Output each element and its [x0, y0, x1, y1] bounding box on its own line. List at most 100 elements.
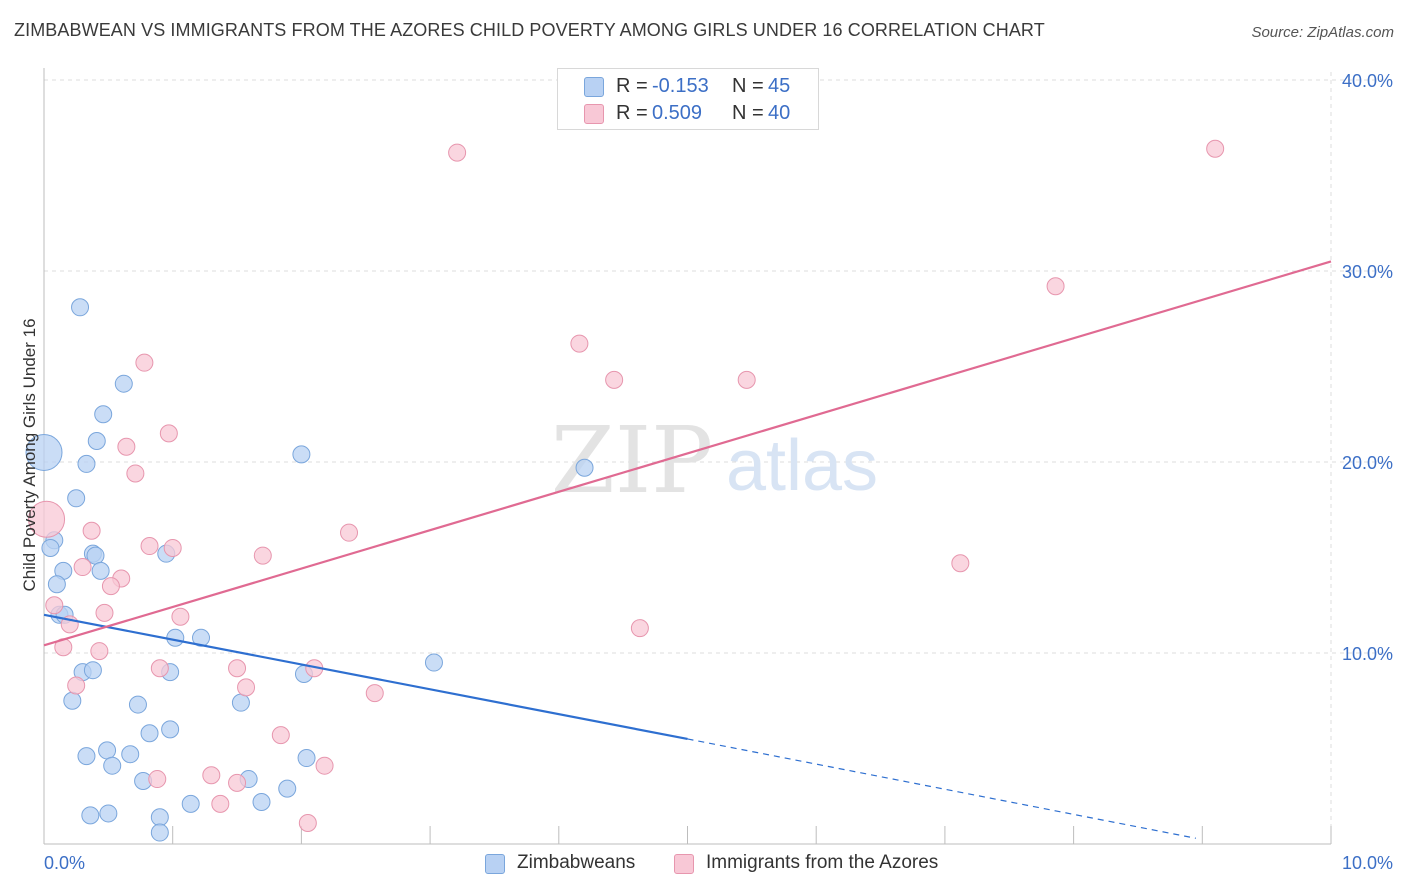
legend-swatch-pink	[674, 854, 694, 874]
zimbabwean-point	[77, 454, 96, 473]
azores-point	[140, 537, 159, 556]
zimbabwean-point	[150, 823, 169, 842]
zimbabwean-point	[424, 653, 443, 672]
azores-point	[211, 794, 230, 813]
axes	[43, 68, 1332, 845]
zimbabwean-point	[71, 298, 90, 317]
azores-point	[82, 521, 101, 540]
zimbabwean-point	[128, 695, 147, 714]
zimbabwean-point	[67, 489, 86, 508]
zimbabwean-trendline-extension	[687, 738, 1196, 839]
azores-point	[365, 684, 384, 703]
y-axis-label: Child Poverty Among Girls Under 16	[20, 318, 39, 592]
legend-label: Zimbabweans	[517, 852, 636, 873]
zimbabwean-point	[140, 724, 159, 743]
zimbabwean-point	[94, 405, 113, 424]
legend-swatch-blue	[584, 77, 604, 97]
legend-label: Immigrants from the Azores	[706, 852, 939, 873]
azores-point	[117, 437, 136, 456]
azores-point	[340, 523, 359, 542]
zimbabwean-trendline	[43, 613, 688, 741]
zimbabwean-point	[114, 374, 133, 393]
n-label: N =	[732, 102, 764, 124]
y-tick-label: 30.0%	[1342, 262, 1393, 282]
watermark: ZIP atlas	[551, 407, 878, 514]
trend-lines	[43, 260, 1332, 839]
azores-trendline	[43, 260, 1332, 647]
zimbabwean-point	[278, 779, 297, 798]
tick-labels: 10.0% 20.0% 30.0% 40.0% 0.0% 10.0%	[44, 71, 1393, 873]
zimbabwean-point	[63, 691, 82, 710]
n-value: 45	[768, 75, 791, 97]
azores-point	[228, 659, 247, 678]
azores-point	[101, 577, 120, 596]
legend-swatch-pink	[584, 104, 604, 124]
grid-lines	[44, 72, 1393, 844]
zimbabwean-point	[91, 561, 110, 580]
x-tick-label: 0.0%	[44, 853, 85, 873]
correlation-legend: R = -0.153 N = 45 R = 0.509 N = 40	[557, 68, 819, 130]
zimbabwean-point	[297, 749, 316, 768]
azores-point	[951, 554, 970, 573]
zimbabwean-point	[575, 458, 594, 477]
watermark-zip: ZIP	[551, 407, 713, 514]
y-tick-label: 40.0%	[1342, 71, 1393, 91]
azores-point	[605, 370, 624, 389]
azores-point	[135, 353, 154, 372]
zimbabwean-point	[41, 538, 60, 557]
azores-point	[630, 619, 649, 638]
azores-point	[570, 334, 589, 353]
zimbabwean-point	[87, 431, 106, 450]
x-tick-label: 10.0%	[1342, 853, 1393, 873]
zimbabwean-point	[98, 741, 117, 760]
azores-point	[95, 603, 114, 622]
n-value: 40	[768, 102, 791, 124]
zimbabwean-point	[77, 747, 96, 766]
r-label: R =	[616, 102, 648, 124]
azores-point	[28, 500, 66, 538]
zimbabwean-point	[83, 661, 102, 680]
legend-swatch-blue	[485, 854, 505, 874]
zimbabwean-point	[150, 808, 169, 827]
azores-point	[253, 546, 272, 565]
r-label: R =	[616, 75, 648, 97]
azores-point	[737, 370, 756, 389]
zimbabwean-point	[81, 806, 100, 825]
azores-point	[126, 464, 145, 483]
zimbabwean-point	[181, 794, 200, 813]
zimbabwean-point	[47, 575, 66, 594]
n-label: N =	[732, 75, 764, 97]
azores-point	[448, 143, 467, 162]
watermark-atlas: atlas	[726, 426, 878, 506]
chart-title: ZIMBABWEAN VS IMMIGRANTS FROM THE AZORES…	[14, 20, 1045, 40]
azores-point	[148, 770, 167, 789]
zimbabwean-point	[99, 804, 118, 823]
y-tick-label: 20.0%	[1342, 453, 1393, 473]
data-points	[25, 139, 1225, 842]
zimbabwean-point	[166, 628, 185, 647]
azores-point	[159, 424, 178, 443]
azores-point	[202, 766, 221, 785]
zimbabwean-point	[121, 745, 140, 764]
azores-point	[1046, 277, 1065, 296]
azores-point	[150, 659, 169, 678]
azores-point	[237, 678, 256, 697]
r-value: 0.509	[652, 102, 703, 124]
azores-point	[45, 596, 64, 615]
y-tick-label: 10.0%	[1342, 644, 1393, 664]
zimbabwean-point	[292, 445, 311, 464]
azores-point	[163, 538, 182, 557]
zimbabwean-point	[252, 792, 271, 811]
r-value: -0.153	[652, 75, 709, 97]
zimbabwean-point	[103, 756, 122, 775]
azores-point	[228, 773, 247, 792]
source-label: Source: ZipAtlas.com	[1251, 24, 1394, 41]
azores-point	[298, 813, 317, 832]
azores-point	[171, 607, 190, 626]
azores-point	[73, 558, 92, 577]
azores-point	[315, 756, 334, 775]
zimbabwean-point	[231, 693, 250, 712]
azores-point	[1206, 139, 1225, 158]
zimbabwean-point	[161, 720, 180, 739]
